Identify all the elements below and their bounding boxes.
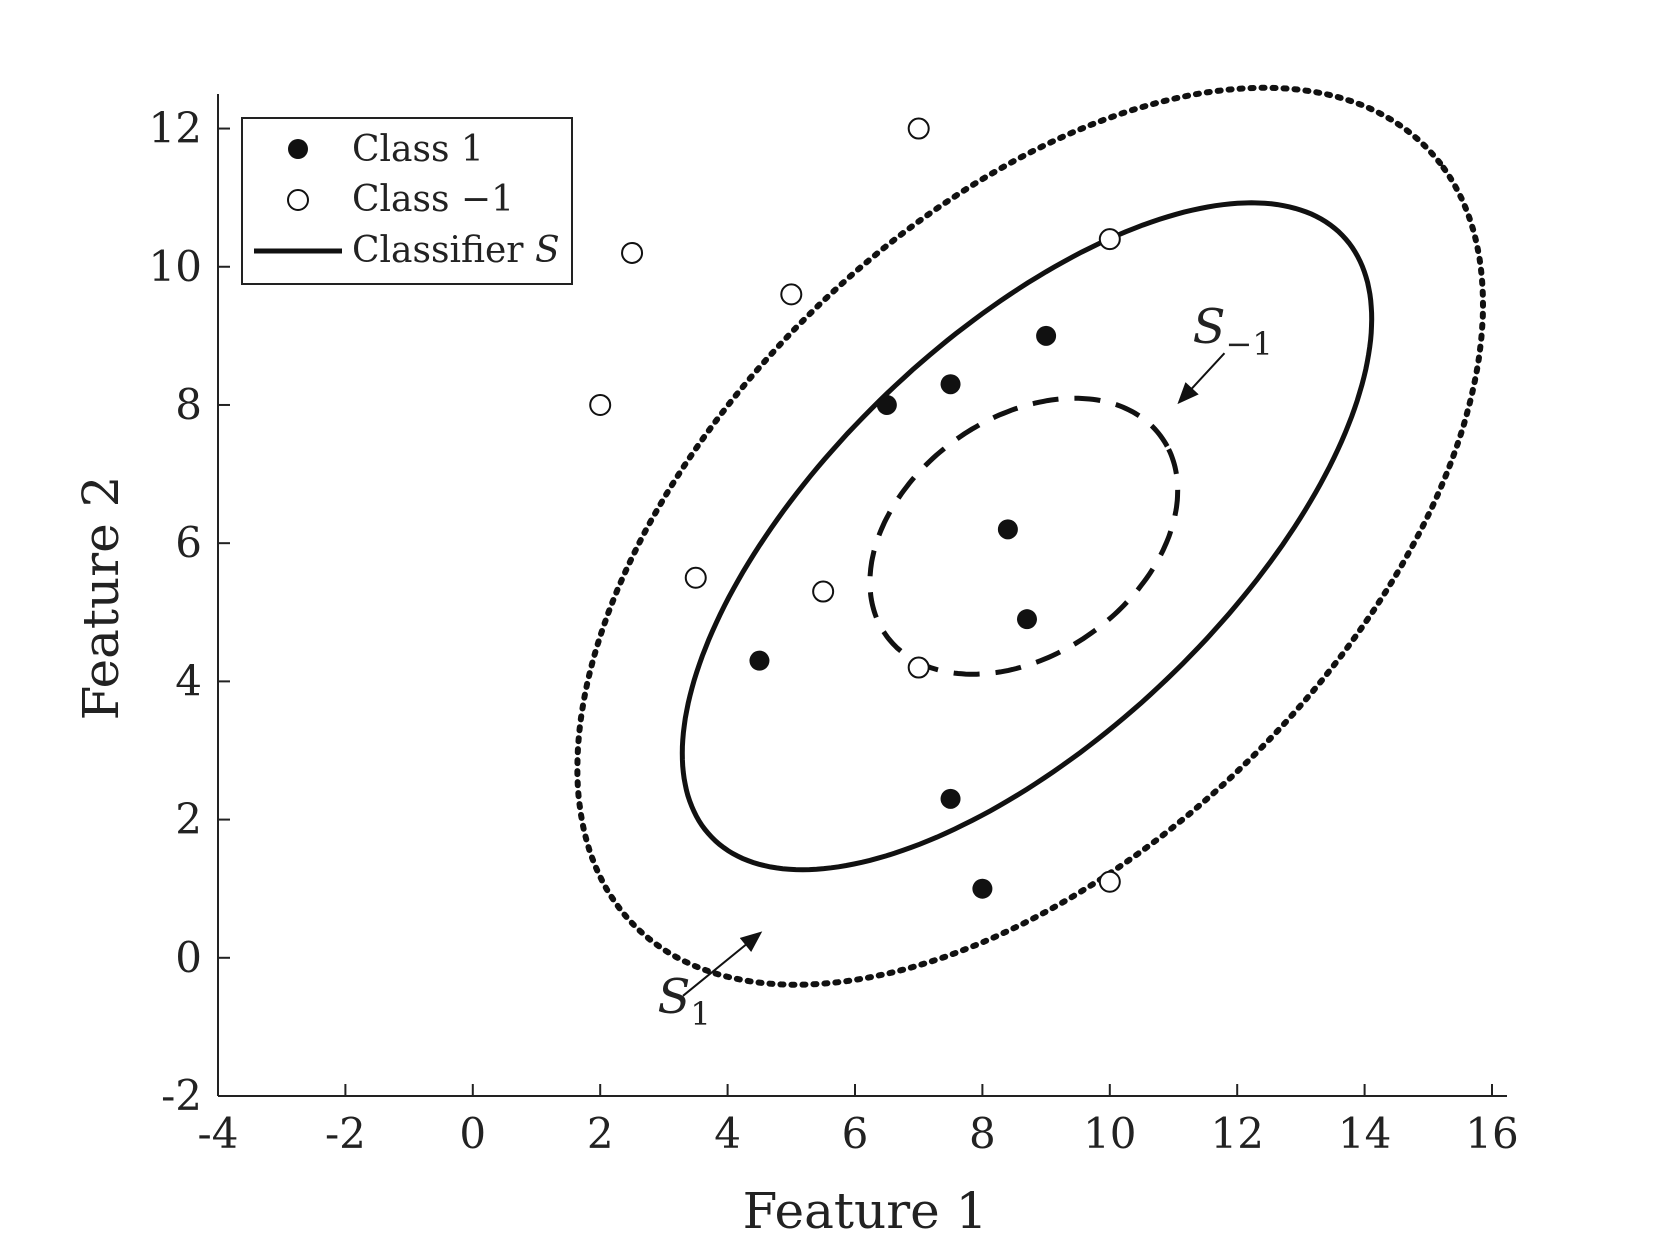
x-tick-label: -4 <box>198 1109 239 1158</box>
point-class-1 <box>972 878 993 899</box>
legend: Class 1 Class −1 Classifier S <box>241 117 573 285</box>
x-tick-label: 8 <box>969 1109 996 1158</box>
curve-s1 <box>574 84 1487 988</box>
point-class-1 <box>940 788 961 809</box>
point-class-1 <box>749 650 770 671</box>
x-tick-label: 6 <box>842 1109 869 1158</box>
y-tick-label: 4 <box>175 656 202 705</box>
curve-classifier-s <box>679 200 1375 873</box>
point-class-neg1 <box>621 241 644 264</box>
y-tick-label: 2 <box>175 795 202 844</box>
data-points <box>589 117 1121 899</box>
x-tick-label: 10 <box>1083 1109 1136 1158</box>
point-class-neg1 <box>812 580 835 603</box>
legend-marker-class-1 <box>288 139 308 159</box>
x-tick-label: 14 <box>1338 1109 1391 1158</box>
x-tick-label: 16 <box>1465 1109 1518 1158</box>
point-class-1 <box>876 394 897 415</box>
y-tick-label: 8 <box>175 380 202 429</box>
point-class-1 <box>1016 609 1037 630</box>
annotation-label-s1: S1 <box>658 969 711 1033</box>
point-class-neg1 <box>780 283 803 306</box>
point-class-1 <box>997 519 1018 540</box>
x-tick-label: -2 <box>325 1109 366 1158</box>
y-tick-label: -2 <box>161 1071 202 1120</box>
y-axis-title: Feature 2 <box>72 476 130 721</box>
annotation-arrow-s1 <box>682 931 763 997</box>
point-class-1 <box>1036 325 1057 346</box>
x-tick-label: 12 <box>1210 1109 1263 1158</box>
point-class-neg1 <box>589 393 612 416</box>
legend-label-class-1: Class 1 <box>352 129 484 170</box>
annotations: S1 S−1 <box>658 299 1273 1033</box>
x-tick-label: 0 <box>459 1109 486 1158</box>
legend-label-class-neg1: Class −1 <box>352 179 514 220</box>
point-class-neg1 <box>684 566 707 589</box>
y-tick-label: 0 <box>175 933 202 982</box>
point-class-neg1 <box>1098 228 1121 251</box>
annotation-label-sneg1: S−1 <box>1193 299 1273 363</box>
point-class-neg1 <box>907 117 930 140</box>
legend-marker-class-neg1 <box>287 189 309 211</box>
y-tick-label: 6 <box>175 518 202 567</box>
y-tick-label: 10 <box>149 242 202 291</box>
point-class-neg1 <box>1098 870 1121 893</box>
legend-label-classifier: Classifier S <box>352 230 560 271</box>
point-class-neg1 <box>907 656 930 679</box>
x-axis-title: Feature 1 <box>743 1182 988 1240</box>
decision-curves <box>574 84 1487 988</box>
curve-s-1 <box>867 395 1181 677</box>
point-class-1 <box>940 374 961 395</box>
x-tick-label: 2 <box>587 1109 614 1158</box>
annotation-arrow-sneg1 <box>1177 352 1226 405</box>
x-tick-label: 4 <box>714 1109 741 1158</box>
y-tick-label: 12 <box>149 104 202 153</box>
